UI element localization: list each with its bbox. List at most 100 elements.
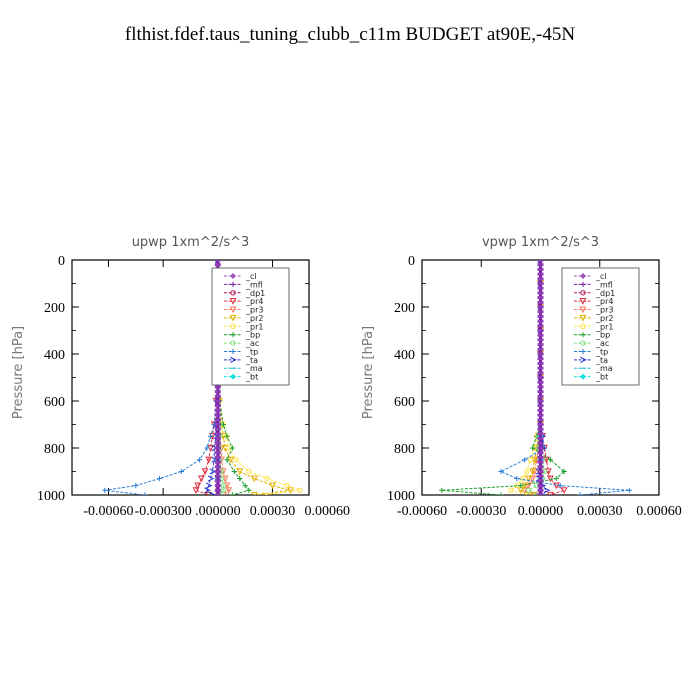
x-tick-label: 0.00030 [577,504,623,519]
y-tick-label: 200 [394,301,415,316]
legend-entry-label: _pr3 [595,306,613,315]
data-point-tp [156,475,163,482]
legend-entry-label: _ma [595,364,613,373]
series-group [439,260,632,495]
zero-profile-marker [214,263,221,267]
legend-marker [580,290,586,296]
zero-profile-marker [537,260,544,262]
y-axis-label: Pressure [hPa] [361,326,376,419]
zero-profile-marker [214,455,221,459]
zero-profile-marker [537,286,544,290]
legend-marker [229,314,237,322]
legend-entry-label: _ta [595,356,608,365]
legend-entry-label: _cl [595,272,607,281]
data-point-pr1 [233,457,239,463]
y-tick-label: 1000 [37,489,65,504]
data-point-bp [246,487,252,493]
legend-marker [230,332,236,338]
y-tick-label: 0 [408,254,415,269]
data-point-pr2 [529,468,537,476]
zero-profile-marker [537,376,544,379]
data-point-pr3 [225,487,233,495]
zero-profile-marker [537,394,544,398]
zero-profile-marker [537,267,544,271]
zero-profile-marker [537,385,544,389]
legend-entry-label: _bt [595,373,608,382]
legend-entry-label: _mfl [595,280,613,289]
zero-profile-marker [214,260,221,262]
zero-profile-marker [214,423,221,426]
data-point-bp [242,483,248,489]
zero-profile-marker [537,338,544,342]
x-tick-label: -0.000300 [135,504,192,519]
zero-profile-marker [537,291,544,295]
data-point-pr1 [527,457,534,463]
data-point-tp [626,487,632,493]
y-tick-label: 400 [44,348,65,363]
zero-profile-marker [537,282,544,285]
zero-profile-marker [537,300,544,304]
data-point-tp [197,457,203,463]
figure-title: flthist.fdef.taus_tuning_clubb_c11m BUDG… [125,24,575,45]
y-tick-label: 600 [394,395,415,410]
zero-profile-marker [537,314,544,318]
data-point-pr1 [520,475,526,482]
y-tick-label: 400 [394,348,415,363]
legend-entry-label: _bt [245,373,258,382]
series-line-bp [441,260,565,495]
zero-profile-marker [537,432,544,436]
data-point-pr4 [192,487,200,495]
legend-marker [579,298,587,305]
upwp-panel: upwp 1xm^2/s^3 Pressure [hPa] 0 200 400 600 80… [11,235,350,519]
data-point-tp [178,468,184,475]
data-point-tp [577,492,583,495]
data-point-ta [207,475,215,482]
data-point-bp [231,468,237,475]
data-point-pr2 [287,487,295,495]
x-tick-label: -0.00030 [456,504,506,519]
zero-profile-marker [537,446,544,450]
data-point-tp [522,457,528,463]
zero-profile-marker [537,371,544,375]
zero-profile-marker [537,343,544,347]
data-point-tp [102,487,108,493]
zero-profile-marker [214,399,221,403]
data-point-ta [204,487,211,494]
data-point-pr1 [260,492,267,495]
legend-entry-label: _dp1 [245,289,265,298]
zero-profile-marker [537,474,544,478]
panel-title: upwp 1xm^2/s^3 [132,235,250,250]
zero-profile-marker [537,310,544,314]
zero-profile-marker [214,427,221,431]
legend-marker [230,348,236,355]
zero-profile-marker [537,329,544,332]
legend-marker [580,332,586,338]
legend-entry-label: _dp1 [595,289,615,298]
zero-profile-marker [537,319,544,323]
legend-entry-label: _cl [245,272,257,281]
zero-profile-marker [537,404,544,408]
data-point-bp [237,475,243,482]
y-tick-label: 200 [44,301,65,316]
zero-profile-marker [537,493,544,495]
data-point-tp [557,483,563,489]
zero-profile-marker [537,460,544,464]
zero-profile-marker [214,404,221,408]
legend: _cl_mfl_dp1_pr4_pr3_pr2_pr1_bp_ac_tp_ta_… [561,267,640,386]
data-point-pr4 [198,475,205,483]
data-point-tp [133,483,139,489]
data-point-pr2 [269,482,276,490]
zero-profile-marker [537,263,544,267]
legend-marker [230,323,236,330]
zero-profile-marker [214,460,221,464]
data-point-ta [543,487,551,494]
zero-profile-marker [214,385,221,389]
data-point-pr2 [250,491,258,495]
data-point-pr4 [552,482,560,490]
zero-profile-marker [537,484,544,488]
legend-marker [579,373,587,380]
data-point-ta [205,482,213,489]
data-point-pr1 [297,487,303,493]
zero-profile-marker [537,305,544,309]
zero-profile-marker [537,418,544,422]
